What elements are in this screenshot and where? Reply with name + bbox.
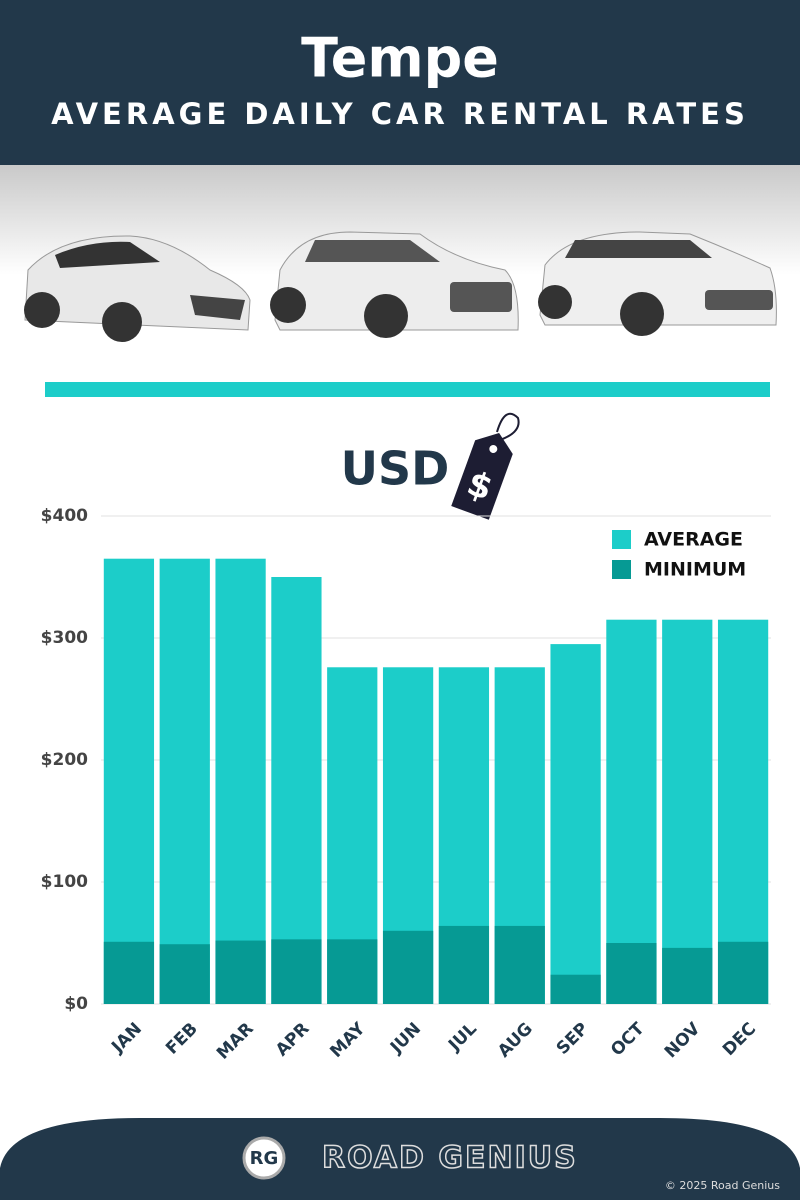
currency-label: USD xyxy=(341,442,450,496)
x-tick-label: AUG xyxy=(494,1019,537,1062)
car xyxy=(270,231,519,338)
title: Tempe xyxy=(301,27,499,90)
x-tick-label: APR xyxy=(272,1019,314,1061)
bar xyxy=(717,619,769,1004)
bar xyxy=(327,939,378,1004)
y-tick-label: $200 xyxy=(41,750,88,770)
bar xyxy=(662,947,713,1004)
copyright: © 2025 Road Genius xyxy=(665,1179,780,1192)
legend-swatch xyxy=(612,530,631,549)
legend-label: AVERAGE xyxy=(644,529,743,551)
bar xyxy=(662,619,713,1004)
x-tick-label: DEC xyxy=(719,1019,760,1060)
footer-band xyxy=(0,1118,800,1200)
x-tick-label: SEP xyxy=(553,1019,593,1059)
header-band xyxy=(0,0,800,165)
bar xyxy=(215,940,266,1004)
x-tick-label: JAN xyxy=(107,1019,146,1058)
bar xyxy=(103,558,155,1004)
bar xyxy=(606,943,657,1004)
divider xyxy=(45,382,770,397)
logo: RG xyxy=(250,1148,279,1169)
legend-swatch xyxy=(612,560,631,579)
logo-badge xyxy=(242,1136,286,1180)
x-tick-label: NOV xyxy=(661,1018,705,1062)
bar xyxy=(382,930,434,1004)
bar xyxy=(103,941,155,1004)
y-tick-label: $100 xyxy=(41,872,88,892)
price-tag: $ xyxy=(451,433,513,520)
tag-string xyxy=(496,412,520,441)
bar xyxy=(438,925,490,1004)
bar xyxy=(606,619,657,1004)
x-tick-label: JUN xyxy=(386,1019,425,1058)
bar xyxy=(159,944,210,1004)
bar xyxy=(550,644,601,1004)
chart: $0 $100 $200 $300 $400 JAN FEB MAR APR MAY JUN JUL A… xyxy=(41,506,771,1064)
brand: ROAD GENIUS xyxy=(322,1141,578,1176)
bar xyxy=(271,939,322,1004)
x-tick-label: FEB xyxy=(162,1019,202,1059)
bar xyxy=(159,558,210,1004)
bar xyxy=(717,941,769,1004)
subtitle: AVERAGE DAILY CAR RENTAL RATES xyxy=(51,97,749,131)
legend-label: MINIMUM xyxy=(644,559,746,581)
x-tick-label: JUL xyxy=(444,1019,481,1056)
y-tick-label: $0 xyxy=(64,994,88,1014)
x-tick-label: OCT xyxy=(607,1019,649,1061)
car-images xyxy=(24,231,777,342)
car xyxy=(24,235,251,342)
bar xyxy=(494,925,545,1004)
y-tick-label: $300 xyxy=(41,628,88,648)
bar xyxy=(271,577,322,1004)
x-tick-label: MAY xyxy=(326,1018,369,1061)
x-tick-label: MAR xyxy=(213,1019,258,1064)
car xyxy=(538,231,777,336)
y-tick-label: $400 xyxy=(41,506,88,526)
bar xyxy=(215,558,266,1004)
bar xyxy=(550,974,601,1004)
